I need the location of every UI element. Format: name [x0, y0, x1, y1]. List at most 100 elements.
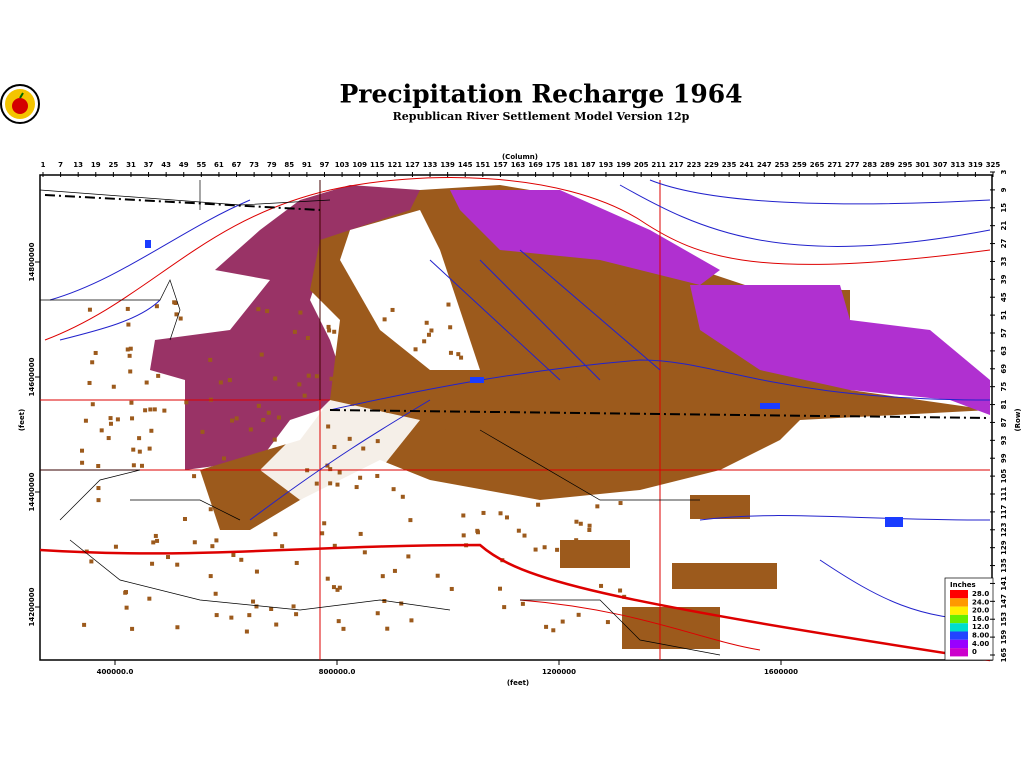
x-axis-label: (feet) [507, 679, 529, 687]
column-tick-label: 79 [267, 161, 277, 169]
cell [208, 357, 213, 362]
cell [96, 498, 101, 503]
cell [445, 429, 450, 434]
column-tick-label: 205 [634, 161, 649, 169]
cell [214, 538, 219, 543]
cell [461, 513, 466, 518]
row-tick-label: 87 [1000, 417, 1008, 427]
column-tick-label: 235 [722, 161, 737, 169]
cell [340, 382, 345, 387]
cell [152, 407, 157, 412]
column-tick-label: 37 [144, 161, 154, 169]
cell [273, 532, 278, 537]
column-tick-label: 187 [581, 161, 596, 169]
column-tick-label: 157 [493, 161, 508, 169]
legend-swatch [950, 631, 968, 640]
cell [175, 562, 180, 567]
y-tick-label: 14400000 [28, 472, 36, 511]
cell [131, 463, 136, 468]
row-tick-label: 69 [1000, 364, 1008, 374]
cell [87, 307, 92, 312]
cell [385, 626, 390, 631]
cell [504, 515, 509, 520]
cell [536, 502, 541, 507]
cell [322, 521, 327, 526]
cell [230, 418, 235, 423]
cell [236, 461, 241, 466]
cell [147, 596, 152, 601]
column-tick-label: 163 [511, 161, 526, 169]
cell [231, 552, 236, 557]
column-axis-label: (Column) [502, 153, 538, 161]
cell [99, 428, 104, 433]
cell [343, 377, 348, 382]
cell [276, 415, 281, 420]
cell [96, 486, 101, 491]
cell [601, 375, 606, 380]
cell [434, 430, 439, 435]
cell [394, 397, 399, 402]
column-tick-label: 277 [845, 161, 860, 169]
cell [611, 300, 616, 305]
cell [517, 384, 522, 389]
cell [93, 350, 98, 355]
row-tick-label: 93 [1000, 435, 1008, 445]
cell [577, 413, 582, 418]
cell [182, 516, 187, 521]
cell [503, 322, 508, 327]
cell [406, 554, 411, 559]
column-tick-label: 127 [405, 161, 420, 169]
cell [356, 317, 361, 322]
cell [208, 507, 213, 512]
row-tick-label: 3 [1000, 169, 1008, 174]
cell [332, 543, 337, 548]
cell [354, 485, 359, 490]
row-tick-label: 9 [1000, 187, 1008, 192]
cell [555, 547, 560, 552]
cell [581, 387, 586, 392]
cell [291, 604, 296, 609]
column-tick-label: 193 [599, 161, 614, 169]
cell [533, 547, 538, 552]
column-tick-label: 133 [423, 161, 438, 169]
column-tick-label: 55 [196, 161, 206, 169]
cell [392, 568, 397, 573]
column-tick-label: 19 [91, 161, 101, 169]
cell [475, 528, 480, 533]
legend-label: 8.00 [972, 632, 989, 640]
cell [399, 601, 404, 606]
cell [355, 330, 360, 335]
cell [108, 421, 113, 426]
column-tick-label: 283 [863, 161, 878, 169]
cell [498, 586, 503, 591]
row-tick-label: 63 [1000, 346, 1008, 356]
cell [584, 334, 589, 339]
cell [297, 382, 302, 387]
cell [393, 460, 398, 465]
cell [254, 569, 259, 574]
cell [481, 510, 486, 515]
cell [326, 424, 331, 429]
cell [335, 482, 340, 487]
row-tick-label: 165 [1000, 648, 1008, 663]
cell [80, 448, 85, 453]
cell [375, 439, 380, 444]
legend-swatch [950, 606, 968, 615]
cell [178, 316, 183, 321]
row-tick-label: 141 [1000, 576, 1008, 591]
cell [560, 619, 565, 624]
cell [337, 585, 342, 590]
cell [123, 590, 128, 595]
cell [298, 310, 303, 315]
row-tick-label: 123 [1000, 522, 1008, 537]
legend-label: 0 [972, 648, 977, 656]
column-tick-label: 253 [775, 161, 790, 169]
cell [544, 624, 549, 629]
cell [351, 382, 356, 387]
column-tick-label: 67 [232, 161, 242, 169]
cell [106, 436, 111, 441]
row-tick-label: 129 [1000, 540, 1008, 555]
column-tick-label: 247 [757, 161, 772, 169]
cell [173, 300, 178, 305]
